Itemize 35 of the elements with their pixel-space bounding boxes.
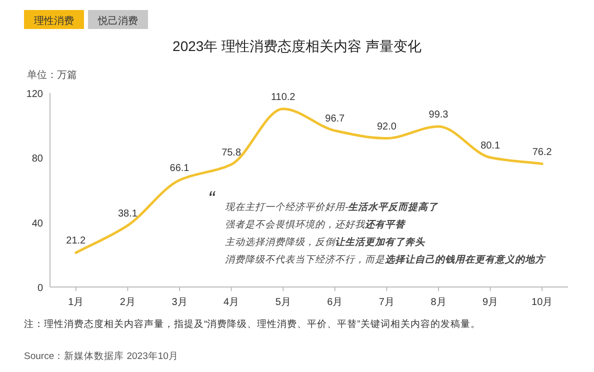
x-tick-label: 9月: [482, 297, 498, 308]
text: 理性消费: [34, 15, 74, 27]
data-label: 66.1: [170, 163, 190, 174]
data-label: 38.1: [118, 208, 138, 220]
data-label: 99.3: [428, 109, 449, 120]
x-tick-label: 3月: [172, 297, 188, 308]
x-tick-label: 5月: [275, 297, 291, 308]
annotation: 强者是不会畏惧环境的，还好我还有平替: [225, 218, 406, 230]
text: 悦己消费: [97, 15, 138, 27]
x-tick-label: 6月: [327, 297, 343, 308]
y-tick-label: 120: [26, 89, 44, 100]
annotation: 现在主打一个经济平价好用-生活水平反而提高了: [225, 201, 438, 213]
text: 注：理性消费态度相关内容声量，指提及“消费降级、理性消费、平价、平替”关键词相关内容的发稿量。: [24, 318, 480, 330]
y-tick-label: 0: [37, 283, 44, 294]
data-label: 80.1: [480, 140, 500, 152]
data-label: 110.2: [270, 92, 296, 103]
data-label: 96.7: [325, 114, 346, 125]
y-axis-title: 单位：万篇: [27, 69, 77, 81]
annotation: 消费降级不代表当下经济不行，而是选择让自己的钱用在更有意义的地方: [225, 254, 546, 266]
data-label: 92.0: [376, 121, 397, 132]
data-label: 76.2: [532, 146, 552, 158]
data-label: 75.8: [222, 147, 242, 158]
annotation: “: [208, 188, 216, 210]
annotation: 主动选择消费降级，反倒让生活更加有了奔头: [225, 236, 426, 248]
x-tick-label: 2月: [120, 297, 136, 308]
x-tick-label: 7月: [378, 297, 394, 308]
data-label: 21.2: [66, 236, 86, 247]
chart-title: 2023年 理性消费态度相关内容 声量变化: [172, 38, 422, 54]
y-tick-label: 80: [32, 154, 44, 165]
source-note: Source：新媒体数据库 2023年10月: [24, 350, 178, 362]
x-tick-label: 1月: [68, 297, 84, 308]
y-tick-label: 40: [32, 218, 44, 230]
x-tick-label: 10月: [532, 297, 553, 308]
x-tick-label: 8月: [430, 297, 446, 308]
x-tick-label: 4月: [224, 297, 240, 308]
